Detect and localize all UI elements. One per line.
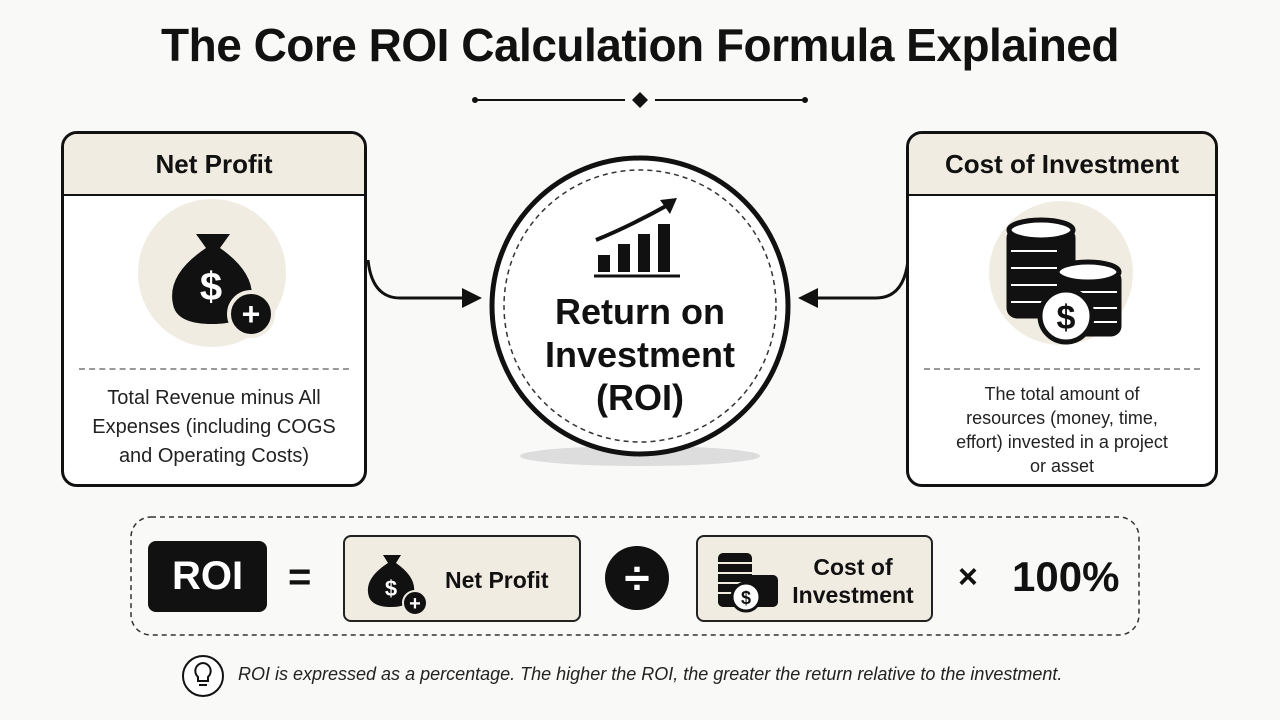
net-profit-card: Net Profit $ + Total Revenue minus All E… xyxy=(61,131,367,487)
formula-times: × xyxy=(958,558,978,596)
formula-divide: ÷ xyxy=(605,546,669,610)
numerator-label: Net Profit xyxy=(445,567,549,593)
currency-symbol: $ xyxy=(741,588,751,608)
denominator-label: Cost of Investment xyxy=(788,553,918,609)
formula-denominator: $ Cost of Investment xyxy=(696,535,933,622)
money-bag-icon: $ + xyxy=(138,199,286,347)
card-description: The total amount of resources (money, ti… xyxy=(956,384,1168,476)
currency-symbol: $ xyxy=(1057,299,1076,337)
note: ROI is expressed as a percentage. The hi… xyxy=(238,664,1063,684)
coins-icon: $ xyxy=(989,201,1133,345)
formula-result: ROI xyxy=(148,541,267,612)
denominator-line: Cost of xyxy=(813,554,893,580)
title: The Core ROI Calculation Formula Explain… xyxy=(161,19,1119,71)
denominator-line: Investment xyxy=(792,582,914,608)
plus-symbol: + xyxy=(242,296,261,332)
roi-label-line: (ROI) xyxy=(596,377,684,418)
roi-label-line: Return on xyxy=(555,291,725,332)
cost-card: Cost of Investment $ The total amount of… xyxy=(906,131,1218,487)
coins-icon: $ xyxy=(718,553,778,613)
card-description: Total Revenue minus All Expenses (includ… xyxy=(92,387,336,467)
money-bag-icon: $ + xyxy=(367,555,428,616)
currency-symbol: $ xyxy=(200,265,222,309)
plus-symbol: + xyxy=(409,593,421,615)
card-title: Net Profit xyxy=(64,134,364,196)
card-title: Cost of Investment xyxy=(909,134,1215,196)
formula-equals: = xyxy=(288,555,312,599)
roi-label-line: Investment xyxy=(544,334,736,375)
formula-multiplier: 100% xyxy=(1012,553,1120,600)
formula-numerator: $ + Net Profit xyxy=(343,535,581,622)
roi-label: Return on Investment (ROI) xyxy=(520,290,760,419)
currency-symbol: $ xyxy=(385,576,397,601)
